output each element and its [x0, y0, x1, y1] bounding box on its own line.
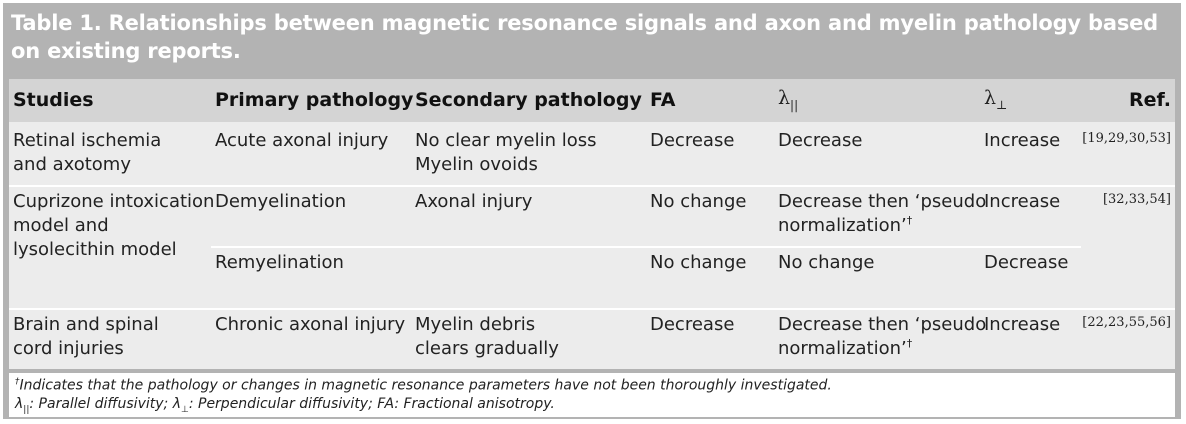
header-fa: FA	[650, 89, 676, 111]
row-divider	[9, 185, 1175, 187]
cell-secondary: No clear myelin loss Myelin ovoids	[415, 130, 597, 175]
cell-secondary: Myelin debris clears gradually	[415, 314, 559, 359]
table-footnotes: †Indicates that the pathology or changes…	[9, 373, 1175, 417]
header-studies: Studies	[13, 89, 94, 111]
table-title: Table 1. Relationships between magnetic …	[11, 11, 1159, 63]
header-secondary-pathology: Secondary pathology	[415, 89, 642, 111]
cell-ref: [19,29,30,53]	[1082, 131, 1171, 146]
cell-primary: Remyelination	[215, 252, 344, 273]
header-ref: Ref.	[1129, 89, 1171, 111]
cell-studies: Retinal ischemia and axotomy	[13, 130, 162, 175]
cell-primary: Demyelination	[215, 191, 347, 212]
dagger-mark: †	[906, 214, 913, 227]
row-divider	[211, 246, 1081, 248]
table-header-row: Studies Primary pathology Secondary path…	[9, 79, 1175, 122]
cell-lambda-perpendicular: Increase	[984, 130, 1061, 151]
footnote-abbreviations: λ||: Parallel diffusivity; λ⊥: Perpendic…	[15, 396, 555, 415]
cell-fa: No change	[650, 191, 747, 212]
cell-ref: [22,23,55,56]	[1082, 315, 1171, 330]
cell-secondary: Axonal injury	[415, 191, 533, 212]
footnote-dagger: †Indicates that the pathology or changes…	[15, 377, 832, 394]
dagger-mark: †	[906, 337, 913, 350]
cell-lambda-parallel: Decrease	[778, 130, 863, 151]
cell-ref: [32,33,54]	[1102, 192, 1171, 207]
cell-studies: Cuprizone intoxication model and lysolec…	[13, 191, 215, 260]
cell-primary: Chronic axonal injury	[215, 314, 406, 335]
cell-studies: Brain and spinal cord injuries	[13, 314, 159, 359]
cell-fa: No change	[650, 252, 747, 273]
cell-lambda-perpendicular: Increase	[984, 314, 1061, 335]
cell-lambda-perpendicular: Decrease	[984, 252, 1069, 273]
cell-lambda-parallel: Decrease then ‘pseudo normalization’†	[778, 314, 987, 359]
header-lambda-parallel: λ||	[778, 87, 799, 112]
row-divider	[9, 308, 1175, 310]
cell-lambda-perpendicular: Increase	[984, 191, 1061, 212]
cell-fa: Decrease	[650, 314, 735, 335]
table-frame: Table 1. Relationships between magnetic …	[3, 3, 1181, 419]
cell-lambda-parallel: Decrease then ‘pseudo normalization’†	[778, 191, 987, 236]
header-primary-pathology: Primary pathology	[215, 89, 414, 111]
cell-fa: Decrease	[650, 130, 735, 151]
header-lambda-perpendicular: λ⊥	[984, 87, 1008, 112]
table-body: Studies Primary pathology Secondary path…	[9, 79, 1175, 369]
cell-primary: Acute axonal injury	[215, 130, 389, 151]
cell-lambda-parallel: No change	[778, 252, 875, 273]
